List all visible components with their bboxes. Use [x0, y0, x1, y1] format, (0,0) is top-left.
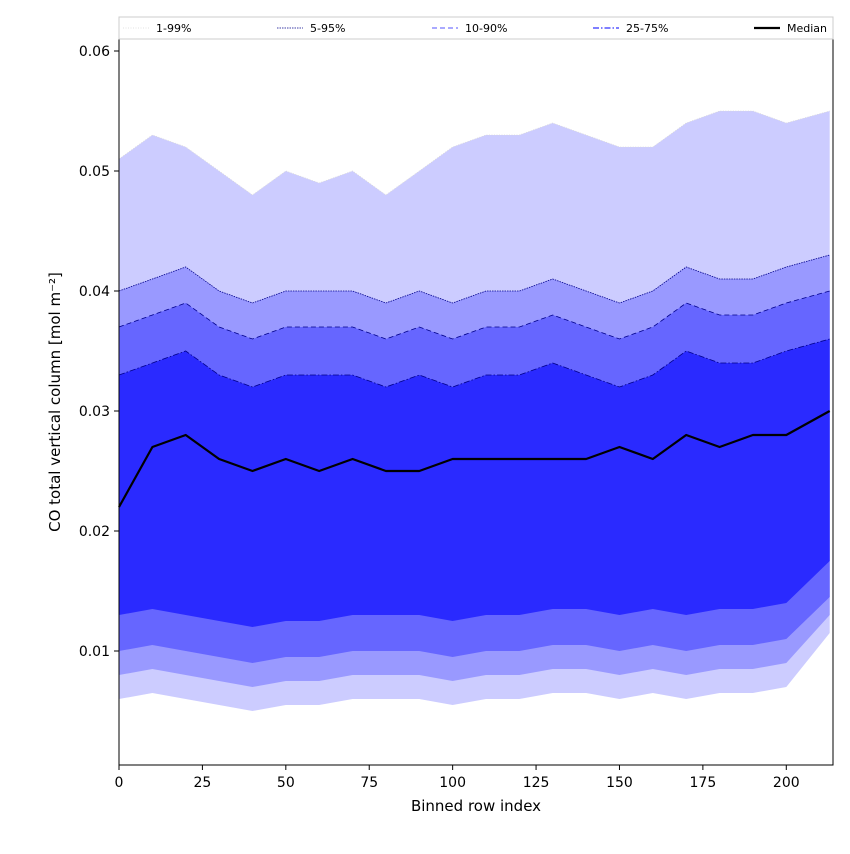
x-tick-label: 200	[773, 775, 800, 791]
x-tick-label: 0	[115, 775, 124, 791]
band-upper-line-25-75	[118, 338, 830, 388]
legend: 1-99% 5-95% 10-90% 25-75% Median	[118, 16, 834, 40]
band-upper-line-1-99	[118, 110, 830, 196]
band-edge-lines-layer	[118, 110, 830, 388]
legend-label: 5-95%	[310, 22, 345, 35]
x-tick-label: 175	[690, 775, 717, 791]
band-upper-line-5-95	[118, 254, 830, 304]
y-axis-label: CO total vertical column [mol m⁻²]	[46, 272, 64, 532]
median-line	[118, 410, 831, 508]
band-upper-line-10-90	[118, 290, 830, 340]
x-axis-label: Binned row index	[411, 797, 541, 815]
bands-layer	[119, 111, 830, 711]
median-layer	[118, 410, 831, 508]
legend-label: 1-99%	[156, 22, 191, 35]
x-tick-label: 150	[606, 775, 633, 791]
y-tick-label: 0.05	[79, 164, 110, 180]
x-tick-label: 50	[277, 775, 295, 791]
y-tick-label: 0.03	[79, 404, 110, 420]
x-tick-label: 25	[193, 775, 211, 791]
legend-label: 10-90%	[465, 22, 507, 35]
x-tick-label: 100	[439, 775, 466, 791]
legend-label: Median	[787, 22, 827, 35]
x-tick-label: 75	[360, 775, 378, 791]
x-tick-label: 125	[523, 775, 550, 791]
x-ticks-layer: 0 25 50 75 100 125 150 175 200	[115, 765, 800, 791]
band-25-75	[119, 339, 830, 627]
legend-label: 25-75%	[626, 22, 668, 35]
legend-frame	[118, 16, 834, 40]
y-tick-label: 0.04	[79, 284, 110, 300]
y-tick-label: 0.06	[79, 44, 110, 60]
y-tick-label: 0.02	[79, 524, 110, 540]
y-tick-label: 0.01	[79, 644, 110, 660]
y-ticks-layer: 0.01 0.02 0.03 0.04 0.05 0.06	[79, 44, 119, 660]
